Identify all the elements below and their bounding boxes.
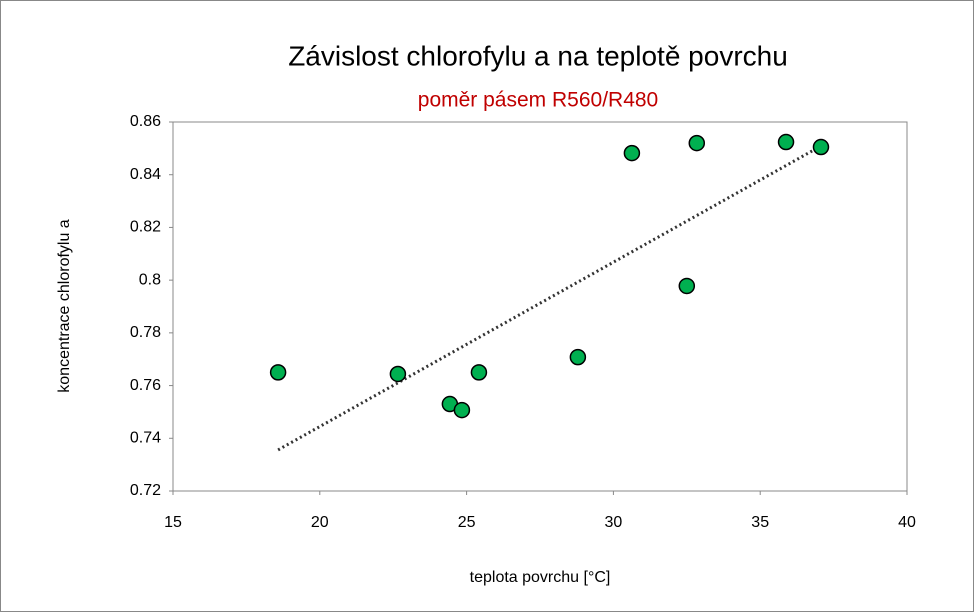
data-point xyxy=(678,277,696,295)
x-axis-title: teplota povrchu [°C] xyxy=(470,569,611,586)
data-point xyxy=(470,364,488,381)
y-tick-label: 0.8 xyxy=(139,271,161,288)
x-tick-label: 35 xyxy=(751,514,769,531)
y-axis-title: koncentrace chlorofylu a xyxy=(56,219,73,393)
data-point xyxy=(777,133,795,151)
y-tick-label: 0.86 xyxy=(130,113,161,130)
data-point xyxy=(623,144,641,162)
y-tick-label: 0.84 xyxy=(130,166,161,183)
data-point xyxy=(688,134,706,152)
x-tick-label: 40 xyxy=(898,514,916,531)
y-tick-label: 0.72 xyxy=(130,482,161,499)
x-tick-label: 15 xyxy=(164,514,182,531)
data-point xyxy=(453,401,471,419)
plot-area xyxy=(172,121,908,492)
y-tick-label: 0.78 xyxy=(130,324,161,341)
chart-subtitle: poměr pásem R560/R480 xyxy=(418,89,658,112)
x-tick-label: 20 xyxy=(311,514,329,531)
data-point xyxy=(569,348,587,366)
data-point xyxy=(269,364,287,381)
x-tick-label: 25 xyxy=(458,514,476,531)
trendline xyxy=(277,144,822,452)
data-point xyxy=(812,138,830,156)
chart-title: Závislost chlorofylu a na teplotě povrch… xyxy=(288,40,788,71)
y-tick-label: 0.74 xyxy=(130,430,161,447)
y-tick-label: 0.82 xyxy=(130,219,161,236)
x-tick-label: 30 xyxy=(605,514,623,531)
y-tick-label: 0.76 xyxy=(130,377,161,394)
data-point xyxy=(389,365,407,383)
